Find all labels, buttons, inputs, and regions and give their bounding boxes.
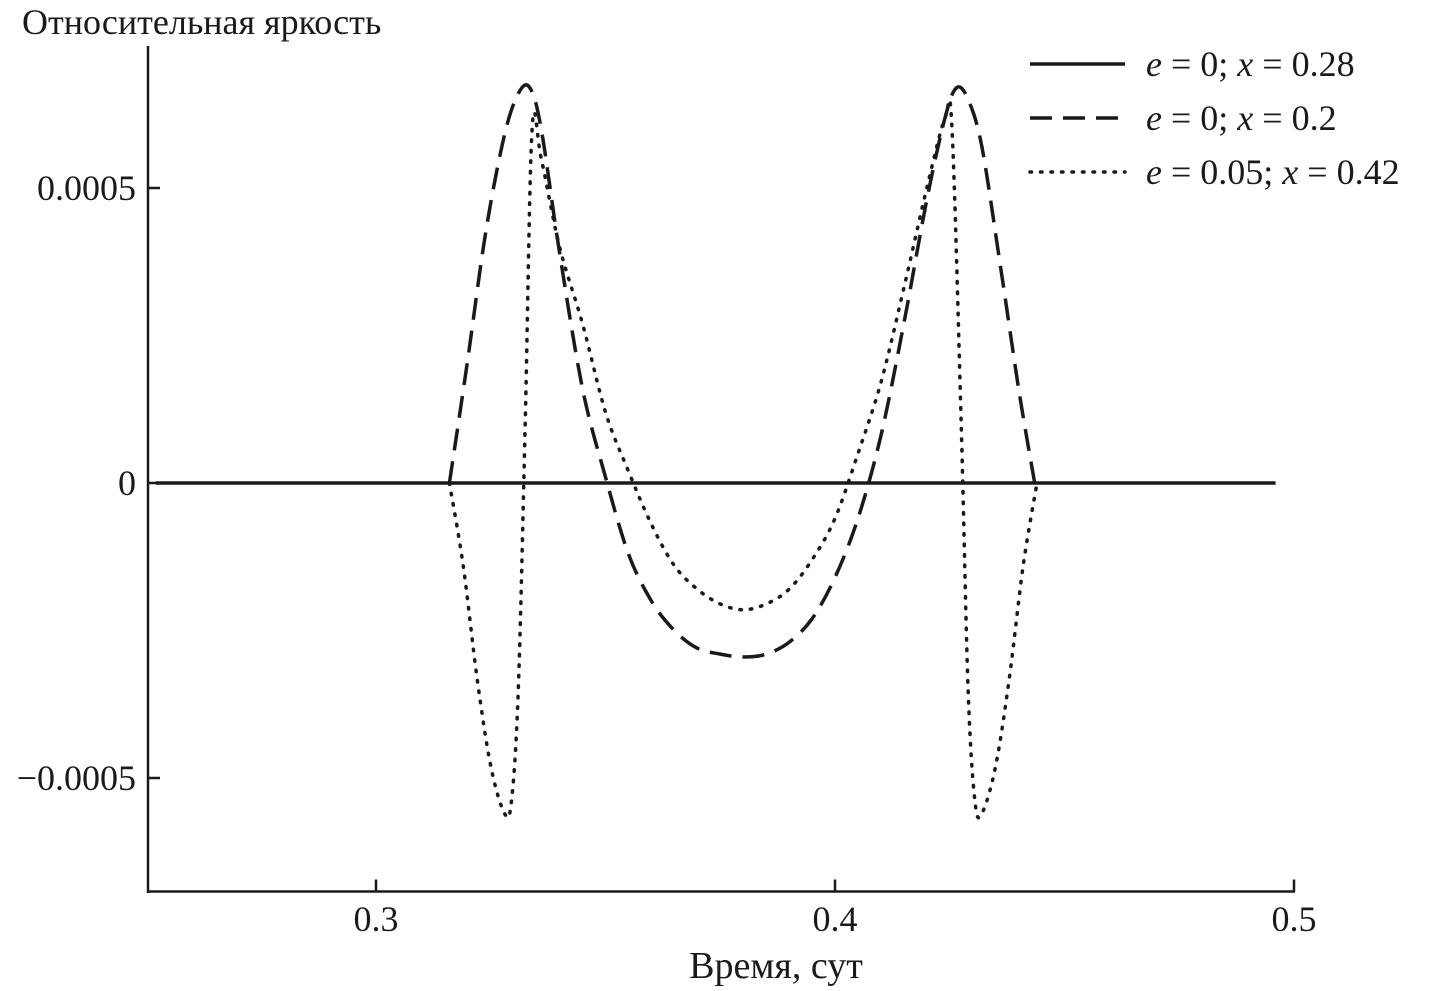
series-line-dotted [447,98,1039,820]
x-tick-label: 0.3 [354,899,399,939]
x-tick-label: 0.4 [813,899,858,939]
legend-entry-label: e = 0; x = 0.2 [1146,98,1337,138]
y-tick-label: −0.0005 [17,758,136,798]
chart-title: Относительная яркость [22,2,381,42]
series-line-dashed [447,83,1037,659]
y-tick-label: 0.0005 [37,168,136,208]
x-axis-label: Время, сут [689,945,863,987]
legend: e = 0; x = 0.28 e = 0; x = 0.2 e = 0.05; x… [1028,44,1400,192]
x-tick-label: 0.5 [1272,899,1317,939]
legend-entry-label: e = 0; x = 0.28 [1146,44,1355,84]
series-layer [155,83,1276,820]
legend-entry-label: e = 0.05; x = 0.42 [1146,152,1400,192]
y-tick-label: 0 [118,463,136,503]
x-ticks: 0.3 0.4 0.5 [354,879,1317,939]
y-ticks: 0.0005 0 −0.0005 [17,168,160,798]
